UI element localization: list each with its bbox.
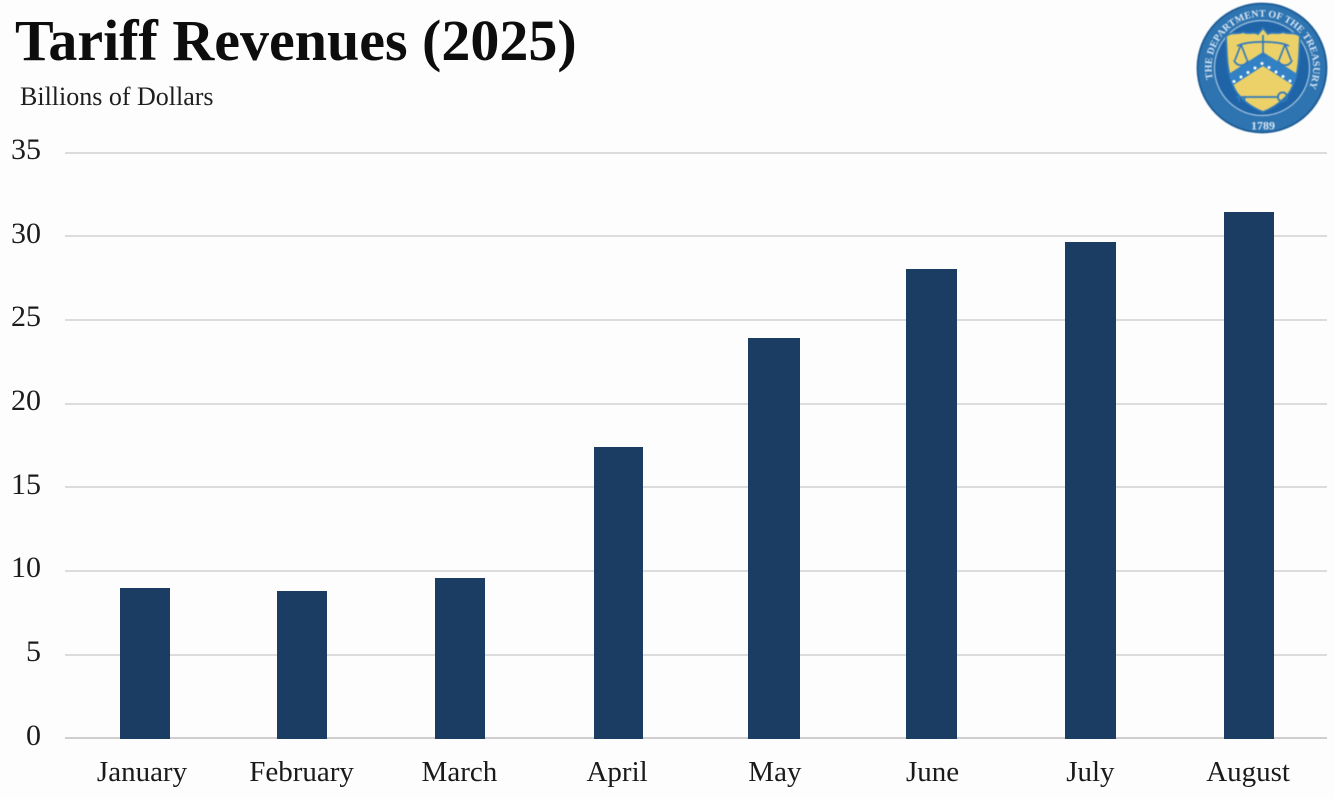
svg-text:1789: 1789 xyxy=(1251,119,1275,133)
